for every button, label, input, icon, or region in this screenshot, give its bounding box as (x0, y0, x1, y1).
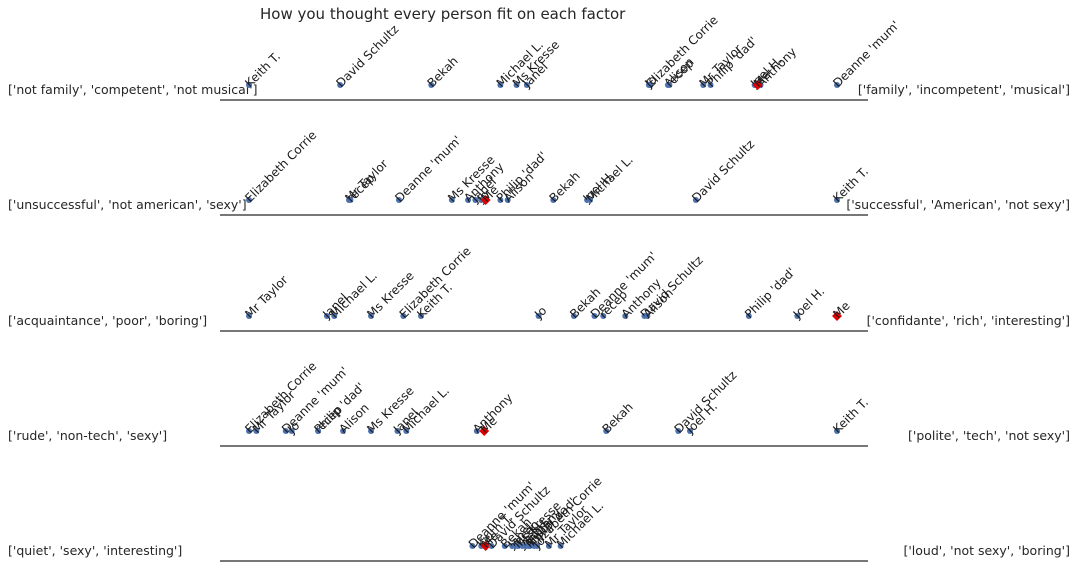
point-marker (834, 82, 840, 88)
factor-row-3: ['acquaintance', 'poor', 'boring'] ['conf… (8, 244, 1070, 332)
point-label: Michael L. (583, 153, 636, 206)
chart-title: How you thought every person fit on each… (260, 5, 626, 23)
point-marker (472, 197, 479, 203)
point-marker (504, 197, 511, 203)
point-marker (526, 543, 533, 549)
point-marker (545, 543, 552, 549)
point-marker-me (752, 80, 763, 90)
point-label: Jo (531, 304, 549, 322)
point-marker (428, 82, 435, 88)
point-marker (465, 197, 472, 203)
point-marker (403, 428, 410, 434)
point-label: Bekah (425, 54, 461, 90)
point-marker-me (832, 311, 842, 321)
factor-left-label: ['quiet', 'sexy', 'interesting'] (8, 543, 182, 558)
point-marker (497, 197, 504, 203)
factor-right-label: ['confidante', 'rich', 'interesting'] (867, 313, 1070, 328)
point-marker (331, 313, 338, 319)
factor-row-4: ['rude', 'non-tech', 'sexy'] ['polite', '… (8, 359, 1070, 447)
point-label: Joel H. (790, 284, 828, 322)
point-marker (622, 313, 629, 319)
point-marker (395, 197, 402, 203)
point-marker (473, 428, 480, 434)
factor-row-1: ['not family', 'competent', 'not musical… (8, 13, 1070, 101)
point-marker (692, 197, 699, 203)
point-marker-me (480, 195, 491, 205)
point-marker (246, 428, 252, 434)
point-marker (834, 428, 840, 434)
factor-left-label: ['acquaintance', 'poor', 'boring'] (8, 313, 207, 328)
point-label: Philip 'dad' (742, 265, 798, 321)
point-label: Me (830, 299, 852, 321)
point-marker (535, 313, 542, 319)
point-marker (288, 428, 295, 434)
point-marker (246, 313, 252, 319)
factor-rows: ['not family', 'competent', 'not musical… (8, 13, 1070, 562)
point-marker (600, 313, 607, 319)
point-marker (675, 428, 682, 434)
point-marker (523, 82, 530, 88)
point-marker (501, 543, 508, 549)
point-label: Deanne 'mum' (830, 18, 902, 90)
point-marker (246, 197, 252, 203)
point-marker (794, 313, 801, 319)
point-marker-me (479, 426, 490, 436)
point-label: David Schultz (333, 22, 401, 90)
point-marker (347, 197, 354, 203)
point-marker (400, 313, 407, 319)
point-marker (469, 543, 476, 549)
point-marker (417, 313, 424, 319)
point-marker (570, 313, 577, 319)
point-marker (515, 543, 522, 549)
point-marker (497, 82, 504, 88)
point-marker (282, 428, 289, 434)
point-label: David Schultz (689, 137, 757, 205)
point-marker (666, 82, 673, 88)
point-marker (550, 197, 557, 203)
point-marker (557, 543, 564, 549)
point-label: Elizabeth Corrie (242, 128, 319, 205)
point-marker (745, 313, 752, 319)
point-marker (700, 82, 707, 88)
point-marker (394, 428, 401, 434)
point-marker (340, 428, 347, 434)
point-marker (337, 82, 344, 88)
point-label: Keith T. (242, 49, 283, 90)
point-label: Mr Taylor (242, 273, 290, 321)
point-marker (448, 197, 455, 203)
point-marker (488, 543, 495, 549)
factor-right-label: ['polite', 'tech', 'not sexy'] (908, 428, 1070, 443)
point-marker (707, 82, 714, 88)
point-marker (323, 313, 330, 319)
point-marker (587, 197, 594, 203)
point-marker (513, 82, 520, 88)
point-marker (591, 313, 598, 319)
point-label: Keith T. (830, 395, 871, 436)
point-marker (645, 82, 652, 88)
point-marker (253, 428, 260, 434)
point-label: Bekah (599, 400, 635, 436)
factor-left-label: ['unsuccessful', 'not american', 'sexy'] (8, 197, 247, 212)
point-marker (834, 197, 840, 203)
point-marker-me (480, 541, 491, 551)
factor-right-label: ['family', 'incompetent', 'musical'] (858, 82, 1070, 97)
point-label: Bekah (547, 169, 583, 205)
point-marker (315, 428, 322, 434)
point-marker (368, 313, 375, 319)
point-marker (687, 428, 693, 434)
point-marker (644, 313, 651, 319)
factor-row-5: ['quiet', 'sexy', 'interesting'] ['loud',… (8, 474, 1070, 562)
factor-left-label: ['not family', 'competent', 'not musical… (8, 82, 258, 97)
factor-right-label: ['successful', 'American', 'not sexy'] (846, 197, 1070, 212)
factor-left-label: ['rude', 'non-tech', 'sexy'] (8, 428, 167, 443)
point-marker (603, 428, 610, 434)
factor-row-2: ['unsuccessful', 'not american', 'sexy']… (8, 128, 1070, 216)
point-label: David Schultz (671, 368, 739, 436)
point-marker (368, 428, 375, 434)
point-marker (246, 82, 252, 88)
point-marker (534, 543, 541, 549)
factor-right-label: ['loud', 'not sexy', 'boring'] (903, 543, 1070, 558)
